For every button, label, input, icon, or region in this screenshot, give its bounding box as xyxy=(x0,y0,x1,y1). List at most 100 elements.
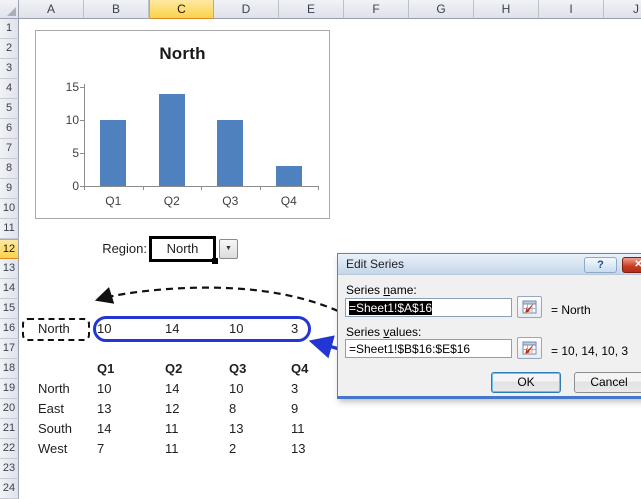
row-header-20[interactable]: 20 xyxy=(0,399,19,419)
close-button[interactable]: ✕ xyxy=(622,257,641,273)
cell-value: 11 xyxy=(291,421,305,436)
x-tick xyxy=(142,186,144,190)
row-header-24[interactable]: 24 xyxy=(0,479,19,499)
cell-a16: North xyxy=(38,321,70,336)
x-category-label: Q4 xyxy=(280,194,297,208)
help-button[interactable]: ? xyxy=(584,257,617,273)
row-header-11[interactable]: 11 xyxy=(0,219,19,239)
series-values-label: Series values: xyxy=(346,325,422,339)
x-tick xyxy=(201,186,202,190)
row-header-7[interactable]: 7 xyxy=(0,139,19,159)
cell-label-East: East xyxy=(38,401,65,416)
row-header-17[interactable]: 17 xyxy=(0,339,19,359)
cell-label-South: South xyxy=(38,421,72,436)
y-tick-label: 10 xyxy=(65,113,79,127)
row-header-6[interactable]: 6 xyxy=(0,119,19,139)
dialog-title: Edit Series xyxy=(346,257,405,271)
column-header-E[interactable]: E xyxy=(279,0,344,19)
y-tick-label: 15 xyxy=(65,80,79,94)
bar-Q3[interactable] xyxy=(217,120,244,186)
cell-value: 7 xyxy=(97,441,105,456)
region-label: Region: xyxy=(102,241,147,256)
series-name-result: = North xyxy=(551,303,591,317)
row-header-10[interactable]: 10 xyxy=(0,199,19,219)
row-header-13[interactable]: 13 xyxy=(0,259,19,279)
row-header-19[interactable]: 19 xyxy=(0,379,19,399)
cell-value: 2 xyxy=(229,441,237,456)
region-dropdown-button[interactable]: ▼ xyxy=(219,239,238,259)
cell-row16-value: 14 xyxy=(165,321,180,336)
cell-value: 13 xyxy=(97,401,112,416)
bar-Q4[interactable] xyxy=(275,166,302,186)
column-header-F[interactable]: F xyxy=(344,0,409,19)
row-header-9[interactable]: 9 xyxy=(0,179,19,199)
row-header-8[interactable]: 8 xyxy=(0,159,19,179)
x-tick xyxy=(259,186,261,190)
region-combobox[interactable]: North xyxy=(149,236,218,264)
y-tick xyxy=(80,153,84,154)
cell-value: 13 xyxy=(229,421,244,436)
row-header-12[interactable]: 12 xyxy=(0,239,19,259)
bar-Q1[interactable] xyxy=(100,120,127,186)
range-selector-icon xyxy=(522,341,536,354)
series-name-label: Series name: xyxy=(346,283,417,297)
row-header-5[interactable]: 5 xyxy=(0,99,19,119)
row-header-14[interactable]: 14 xyxy=(0,279,19,299)
cell-header-Q2: Q2 xyxy=(165,361,183,376)
row-header-1[interactable]: 1 xyxy=(0,19,19,39)
series-name-input[interactable]: =Sheet1!$A$16 xyxy=(345,298,512,317)
row-header-23[interactable]: 23 xyxy=(0,459,19,479)
cell-header-Q3: Q3 xyxy=(229,361,247,376)
row-header-4[interactable]: 4 xyxy=(0,79,19,99)
column-header-B[interactable]: B xyxy=(84,0,149,19)
cell-value: 3 xyxy=(291,381,299,396)
ok-button[interactable]: OK xyxy=(491,372,561,393)
select-all-corner[interactable] xyxy=(0,0,19,19)
chart-north[interactable]: North 0 5 10 15 Q1 Q2 Q3 Q4 xyxy=(35,30,330,219)
range-selector-button-values[interactable] xyxy=(517,337,542,359)
column-header-A[interactable]: A xyxy=(19,0,84,19)
bar-Q2[interactable] xyxy=(158,93,185,186)
y-tick xyxy=(80,87,84,88)
column-header-J[interactable]: J xyxy=(604,0,641,19)
row-header-2[interactable]: 2 xyxy=(0,39,19,59)
cell-value: 10 xyxy=(97,381,112,396)
edit-series-dialog: Edit Series ? ✕ Series name: =Sheet1!$A$… xyxy=(337,253,641,399)
cell-value: 14 xyxy=(165,381,180,396)
cell-row16-value: 3 xyxy=(291,321,299,336)
range-selector-icon xyxy=(522,300,536,313)
x-tick xyxy=(318,186,319,190)
row-header-15[interactable]: 15 xyxy=(0,299,19,319)
cancel-button[interactable]: Cancel xyxy=(574,372,641,393)
cell-value: 11 xyxy=(165,421,179,436)
select-all-triangle-icon xyxy=(7,7,16,16)
cell-value: 11 xyxy=(165,441,179,456)
cell-value: 8 xyxy=(229,401,237,416)
row-header-21[interactable]: 21 xyxy=(0,419,19,439)
fill-handle[interactable] xyxy=(212,258,218,264)
series-name-highlight-box xyxy=(22,318,90,341)
row-header-18[interactable]: 18 xyxy=(0,359,19,379)
x-category-label: Q3 xyxy=(222,194,239,208)
cell-value: 14 xyxy=(97,421,112,436)
chevron-down-icon: ▼ xyxy=(225,245,232,252)
dialog-titlebar[interactable]: Edit Series ? ✕ xyxy=(338,254,641,275)
row-header-22[interactable]: 22 xyxy=(0,439,19,459)
range-selector-button-name[interactable] xyxy=(517,296,542,318)
column-header-I[interactable]: I xyxy=(539,0,604,19)
column-header-C[interactable]: C xyxy=(149,0,214,19)
x-tick xyxy=(84,186,85,190)
cell-header-Q4: Q4 xyxy=(291,361,309,376)
series-values-highlight-oval xyxy=(93,316,311,342)
row-header-16[interactable]: 16 xyxy=(0,319,19,339)
column-header-H[interactable]: H xyxy=(474,0,539,19)
series-values-input[interactable]: =Sheet1!$B$16:$E$16 xyxy=(345,339,512,358)
chart-title: North xyxy=(159,44,206,63)
cell-value: 12 xyxy=(165,401,180,416)
cell-row16-value: 10 xyxy=(229,321,244,336)
y-tick-label: 5 xyxy=(72,146,79,160)
column-header-G[interactable]: G xyxy=(409,0,474,19)
row-header-3[interactable]: 3 xyxy=(0,59,19,79)
help-icon: ? xyxy=(597,259,604,271)
column-header-D[interactable]: D xyxy=(214,0,279,19)
